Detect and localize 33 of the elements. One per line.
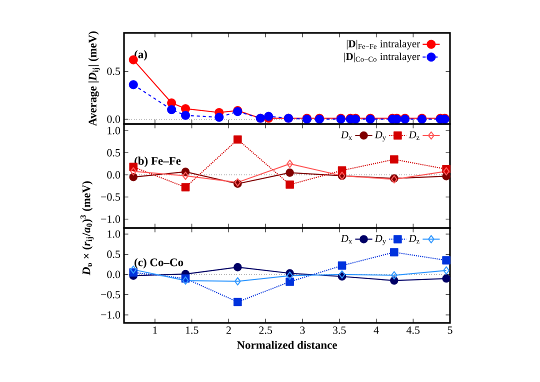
legend-label: D$_{x}$ xyxy=(340,131,352,140)
x-tick-label: 2.5 xyxy=(259,326,272,334)
y-tick-label: −0.5 xyxy=(101,290,120,298)
y-tick-label: −1.0 xyxy=(101,215,120,223)
y-tick-label: 1.0 xyxy=(108,230,120,238)
y-tick-label: 0.0 xyxy=(107,115,120,123)
y-tick-label: 0.5 xyxy=(107,149,120,156)
legend-label: D$_{z}$ xyxy=(408,131,420,140)
legend-label: D$_{z}$ xyxy=(408,235,420,244)
legend-label: D$_{y}$ xyxy=(374,131,386,142)
legend-label: D$_{y}$ xyxy=(374,235,386,246)
y-tick-label: 0.0 xyxy=(107,270,120,278)
legend-label: |D|$_{Co−Co}$ intralayer xyxy=(344,52,420,62)
x-tick-label: 1 xyxy=(153,326,158,334)
x-tick-label: 3.5 xyxy=(333,326,346,334)
y-tick-label: 1.0 xyxy=(108,126,120,134)
y-tick-label: 0.0 xyxy=(107,171,120,179)
y-tick-label: 0.5 xyxy=(107,250,120,258)
x-axis-title: Normalized distance xyxy=(236,340,337,349)
x-tick-label: 5 xyxy=(448,326,452,334)
y-tick-label: −0.5 xyxy=(101,193,120,201)
x-tick-label: 4.5 xyxy=(406,326,420,334)
x-tick-label: 2 xyxy=(226,326,231,334)
y-axis-title: Average |D$_{ij}$| (meV) xyxy=(88,31,100,126)
y-tick-label: 0.5 xyxy=(107,68,120,76)
text: (c) Co–Co xyxy=(134,258,184,269)
legend-label: D$_{x}$ xyxy=(340,235,352,244)
x-tick-label: 1.5 xyxy=(186,326,198,334)
legend-label: |D|$_{Fe−Fe}$ intralayer xyxy=(346,40,420,50)
y-tick-label: −1.0 xyxy=(101,311,120,319)
text: D$_{υ}$ × (r$_{ij}$/a$_{0}$)$^{3}$ (meV) xyxy=(80,181,94,276)
x-tick-label: 3 xyxy=(300,326,305,334)
x-tick-label: 4 xyxy=(374,326,379,334)
